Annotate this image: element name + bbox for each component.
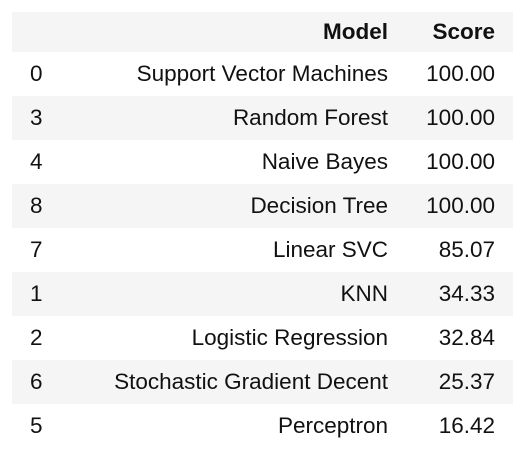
dataframe-output: Model Score 0 Support Vector Machines 10…	[12, 12, 513, 448]
model-score: 100.00	[426, 105, 495, 130]
table-row: 7 Linear SVC 85.07	[12, 228, 513, 272]
row-index: 6	[30, 369, 43, 394]
results-table: Model Score 0 Support Vector Machines 10…	[12, 12, 513, 448]
table-row: 6 Stochastic Gradient Decent 25.37	[12, 360, 513, 404]
table-row: 2 Logistic Regression 32.84	[12, 316, 513, 360]
model-score: 100.00	[426, 193, 495, 218]
row-index: 7	[30, 237, 43, 262]
row-index: 3	[30, 105, 43, 130]
table-row: 4 Naive Bayes 100.00	[12, 140, 513, 184]
model-score: 100.00	[426, 149, 495, 174]
model-score: 100.00	[426, 61, 495, 86]
model-name: KNN	[340, 281, 388, 306]
model-score: 25.37	[438, 369, 495, 394]
model-name: Stochastic Gradient Decent	[114, 369, 388, 394]
table-row: 3 Random Forest 100.00	[12, 96, 513, 140]
row-index: 0	[30, 61, 43, 86]
model-score: 32.84	[438, 325, 495, 350]
model-header: Model	[323, 19, 388, 44]
model-score: 16.42	[438, 413, 495, 438]
model-name: Perceptron	[277, 413, 388, 438]
row-index: 1	[30, 281, 43, 306]
model-name: Linear SVC	[272, 237, 388, 262]
table-row: 0 Support Vector Machines 100.00	[12, 52, 513, 96]
model-name: Logistic Regression	[191, 325, 388, 350]
model-name: Random Forest	[232, 105, 388, 130]
table-row: 8 Decision Tree 100.00	[12, 184, 513, 228]
model-score: 85.07	[438, 237, 495, 262]
model-score: 34.33	[438, 281, 495, 306]
row-index: 5	[30, 413, 43, 438]
table-header-row: Model Score	[12, 12, 513, 52]
score-header: Score	[432, 19, 495, 44]
index-header	[12, 12, 75, 52]
model-name: Naive Bayes	[261, 149, 388, 174]
row-index: 4	[30, 149, 43, 174]
table-row: 1 KNN 34.33	[12, 272, 513, 316]
model-name: Support Vector Machines	[136, 61, 388, 86]
model-name: Decision Tree	[250, 193, 388, 218]
row-index: 2	[30, 325, 43, 350]
row-index: 8	[30, 193, 43, 218]
table-row: 5 Perceptron 16.42	[12, 404, 513, 448]
